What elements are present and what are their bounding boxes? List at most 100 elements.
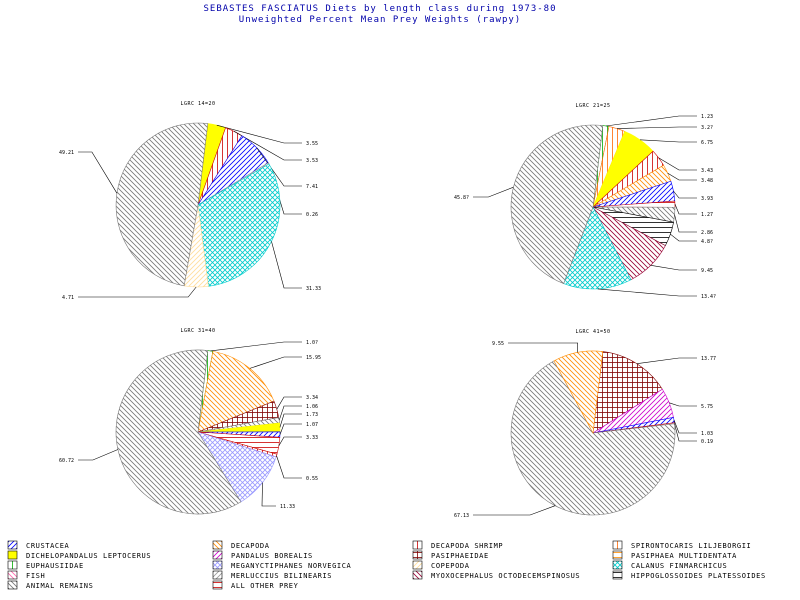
pie-slice-calanus-finmarchicus — [563, 206, 632, 290]
slice-value-label: 0.55 — [306, 476, 318, 482]
slice-value-label: 3.48 — [701, 178, 713, 184]
slice-value-label: 0.19 — [701, 439, 713, 445]
legend-label: EUPHAUSIIDAE — [26, 562, 84, 570]
leader-line — [605, 115, 697, 127]
pie-slice-decapoda — [553, 350, 604, 434]
pie-title: LGRC 14=20 — [180, 101, 215, 107]
leader-line — [636, 357, 697, 364]
slice-value-label: 1.0? — [306, 340, 318, 346]
slice-value-label: 13.77 — [701, 356, 716, 362]
title-line-1: SEBASTES FASCIATUS Diets by length class… — [203, 4, 557, 14]
legend-swatch — [7, 580, 18, 590]
leader-line — [674, 203, 697, 215]
legend-item-animal-remains: ANIMAL REMAINS — [7, 580, 93, 590]
slice-value-label: 15.95 — [306, 355, 321, 361]
legend-item-dichelopandalus-leptocerus: DICHELOPANDALUS LEPTOCERUS — [7, 550, 151, 560]
slice-value-label: 67.13 — [454, 513, 469, 519]
title-line-2: Unweighted Percent Mean Prey Weights (ra… — [238, 15, 522, 25]
legend-item-decapoda: DECAPODA — [212, 540, 270, 550]
slice-value-label: 1.27 — [701, 212, 713, 218]
leader-line — [276, 396, 302, 410]
leader-line — [256, 147, 302, 187]
legend-swatch — [212, 540, 223, 550]
legend-item-decapoda-shrimp: DECAPODA SHRIMP — [412, 540, 503, 550]
legend-item-all-other-prey: ALL OTHER PREY — [212, 580, 299, 590]
legend-label: CALANUS FINMARCHICUS — [631, 562, 727, 570]
legend-item-pasiphaeidae: PASIPHAEIDAE — [412, 550, 489, 560]
slice-value-label: 1.73 — [306, 412, 318, 418]
legend-swatch — [412, 540, 423, 550]
slice-value-label: 1.23 — [701, 114, 713, 120]
slice-value-label: 13.4? — [701, 294, 716, 300]
pie-chart-4: LGRC 41=50 13.77 5.75 1.03 0.19 67.13 9.55 — [454, 329, 716, 519]
legend-swatch — [7, 570, 18, 580]
legend-item-fish: FISH — [7, 570, 45, 580]
slice-value-label: 3.34 — [306, 395, 318, 401]
legend-label: PASIPHAEIDAE — [431, 552, 489, 560]
legend-label: DECAPODA SHRIMP — [431, 542, 503, 550]
leader-line — [249, 356, 302, 369]
legend: CRUSTACEA DECAPODA DECAPODA SHRIMP SPIRONTO… — [7, 540, 766, 590]
legend-label: COPEPODA — [431, 562, 470, 570]
pie-title: LGRC 41=50 — [575, 329, 610, 335]
slice-value-label: 4.8? — [701, 239, 713, 245]
leader-line — [508, 342, 579, 353]
leader-line — [78, 151, 118, 194]
pie-title: LGRC 31=40 — [180, 328, 215, 334]
legend-label: ALL OTHER PREY — [231, 582, 299, 590]
legend-item-myoxocephalus-octodecemspinosus: MYOXOCEPHALUS OCTODECEMSPINOSUS — [412, 570, 580, 580]
pie-chart-3: LGRC 31=40 1.0? 15.95 3.34 1.06 1.73 1.07 3.33 0… — [59, 328, 321, 515]
legend-label: MEGANYCTIPHANES NORVEGICA — [231, 562, 352, 570]
legend-label: MERLUCCIUS BILINEARIS — [231, 572, 332, 580]
slice-value-label: 1.07 — [306, 422, 318, 428]
slice-value-label: 3.53 — [306, 158, 318, 164]
legend-swatch — [7, 550, 18, 560]
legend-swatch — [212, 550, 223, 560]
legend-label: PANDALUS BOREALIS — [231, 552, 313, 560]
leader-line — [673, 190, 697, 199]
slice-value-label: 3.33 — [306, 435, 318, 441]
legend-label: FISH — [26, 572, 45, 580]
leader-line — [279, 413, 302, 428]
legend-item-pandalus-borealis: PANDALUS BOREALIS — [212, 550, 313, 560]
legend-label: DICHELOPANDALUS LEPTOCERUS — [26, 552, 151, 560]
leader-line — [261, 482, 276, 507]
legend-swatch — [612, 560, 623, 570]
slice-value-label: 45.8? — [454, 195, 469, 201]
slice-value-label: 6.75 — [701, 140, 713, 146]
slice-value-label: 60.72 — [59, 458, 74, 464]
leader-line — [276, 455, 302, 479]
pie-chart-2: LGRC 21=25 1.23 3.2? 6.75 3.43 3.48 3.93 1.27 2.… — [454, 103, 716, 300]
legend-item-meganyctiphanes-norvegica: MEGANYCTIPHANES NORVEGICA — [212, 560, 352, 570]
pie-chart-1: LGRC 14=20 3.55 3.53 7.41 0.26 31.33 4.71 49.21 — [59, 101, 321, 301]
slice-value-label: 7.41 — [306, 184, 318, 190]
legend-item-copepoda: COPEPODA — [412, 560, 470, 570]
legend-label: SPIRONTOCARIS LILJEBORGII — [631, 542, 751, 550]
legend-swatch — [412, 560, 423, 570]
legend-label: CRUSTACEA — [26, 542, 70, 550]
pie-title: LGRC 21=25 — [575, 103, 610, 109]
legend-label: ANIMAL REMAINS — [26, 582, 93, 590]
legend-swatch — [612, 540, 623, 550]
legend-label: HIPPOGLOSSOIDES PLATESSOIDES — [631, 572, 766, 580]
leader-line — [279, 423, 302, 435]
legend-item-pasiphaea-multidentata: PASIPHAEA MULTIDENTATA — [612, 550, 737, 560]
slice-value-label: 1.06 — [306, 404, 318, 410]
slice-value-label: 9.45 — [701, 268, 713, 274]
legend-label: DECAPODA — [231, 542, 270, 550]
leader-line — [667, 172, 697, 181]
legend-label: MYOXOCEPHALUS OCTODECEMSPINOSUS — [431, 572, 580, 580]
legend-swatch — [412, 550, 423, 560]
slice-value-label: 9.55 — [492, 341, 504, 347]
legend-item-euphausiidae: EUPHAUSIIDAE — [7, 560, 84, 570]
pie-slice-animal-remains — [510, 124, 604, 284]
legend-swatch — [7, 560, 18, 570]
leader-line — [674, 423, 697, 442]
leader-line — [233, 131, 302, 161]
legend-swatch — [612, 550, 623, 560]
leader-line — [473, 505, 556, 516]
legend-item-calanus-finmarchicus: CALANUS FINMARCHICUS — [612, 560, 727, 570]
leader-line — [78, 286, 197, 298]
leader-line — [639, 139, 697, 143]
